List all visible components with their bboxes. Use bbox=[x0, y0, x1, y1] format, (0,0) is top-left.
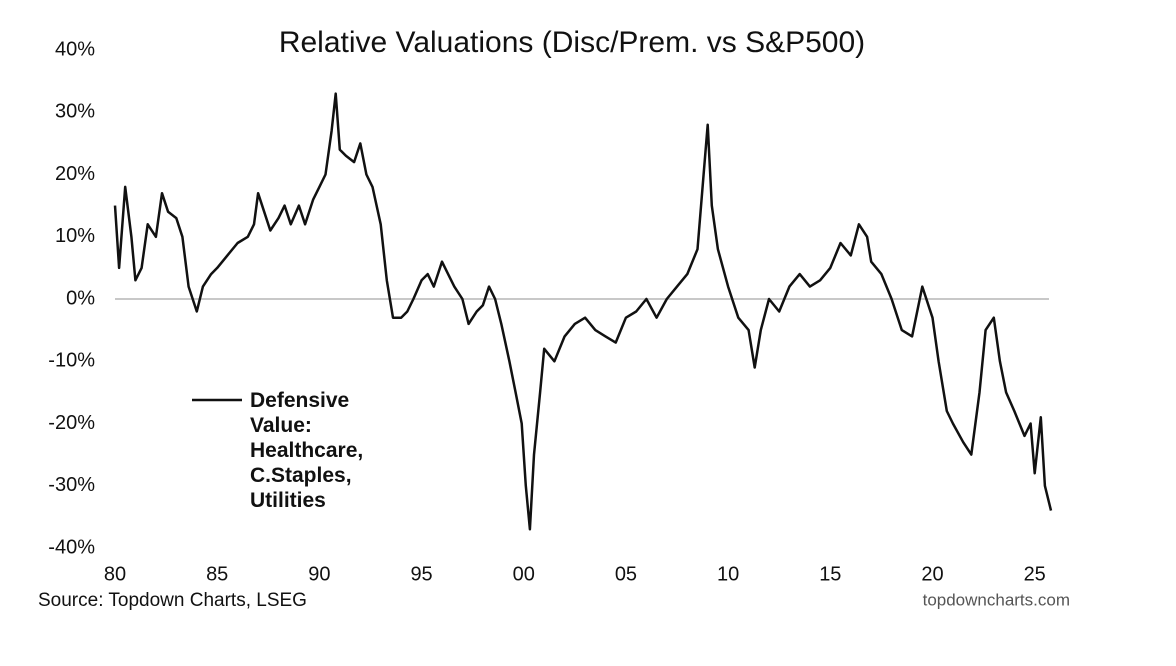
chart-title: Relative Valuations (Disc/Prem. vs S&P50… bbox=[279, 26, 865, 59]
y-tick-label: 40% bbox=[55, 38, 95, 60]
x-tick-label: 90 bbox=[308, 563, 330, 585]
y-tick-label: -20% bbox=[48, 412, 95, 434]
x-tick-label: 20 bbox=[921, 563, 943, 585]
source: Source: Topdown Charts, LSEG bbox=[38, 590, 307, 611]
y-tick-label: 10% bbox=[55, 225, 95, 247]
x-tick-label: 05 bbox=[615, 563, 637, 585]
x-tick-label: 00 bbox=[513, 563, 535, 585]
series-line bbox=[113, 92, 1053, 531]
y-tick-label: -40% bbox=[48, 536, 95, 558]
y-tick-label: 0% bbox=[66, 287, 95, 309]
y-tick-label: 30% bbox=[55, 101, 95, 123]
x-tick-label: 95 bbox=[410, 563, 432, 585]
y-tick-label: -10% bbox=[48, 350, 95, 372]
legend-label: Defensive Value: Healthcare, C.Staples, … bbox=[250, 389, 364, 512]
x-tick-label: 15 bbox=[819, 563, 841, 585]
y-tick-label: 20% bbox=[55, 163, 95, 185]
x-tick-label: 80 bbox=[104, 563, 126, 585]
x-tick-label: 85 bbox=[206, 563, 228, 585]
watermark: topdowncharts.com bbox=[923, 590, 1070, 609]
y-tick-label: -30% bbox=[48, 474, 95, 496]
x-tick-label: 10 bbox=[717, 563, 739, 585]
x-tick-label: 25 bbox=[1024, 563, 1046, 585]
